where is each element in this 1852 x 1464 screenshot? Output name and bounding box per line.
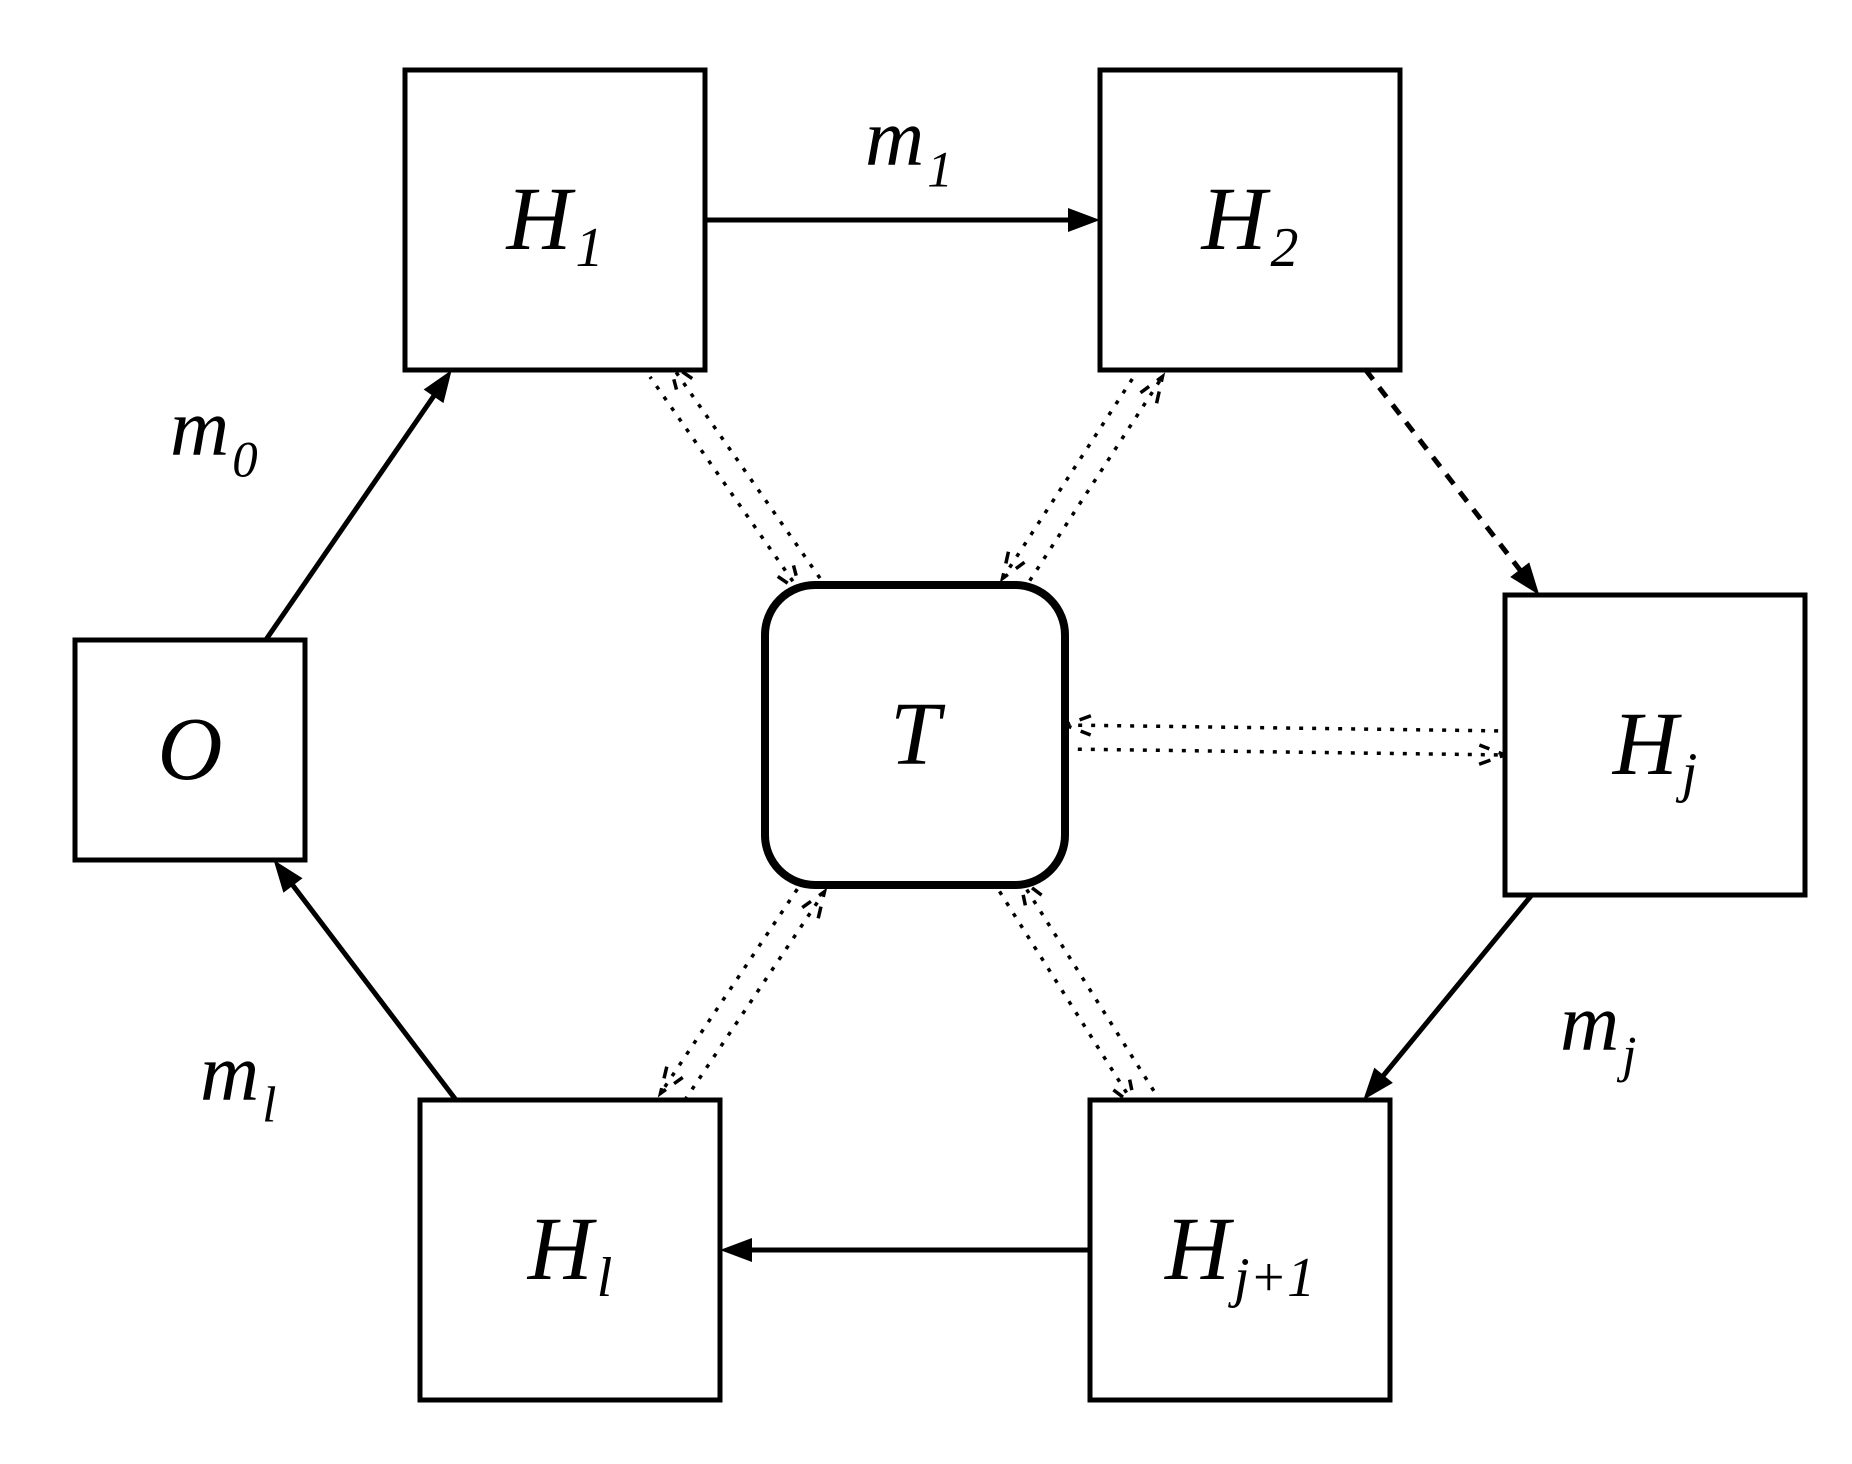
edge-label-Hl-O: ml — [200, 1027, 276, 1132]
edge-label-Hj-Hj1: mj — [1560, 977, 1636, 1082]
node-label-base: O — [158, 700, 223, 799]
node-label-sub: 2 — [1271, 217, 1299, 279]
node-label-base: H — [506, 170, 577, 269]
edge-H2-Hj — [1366, 370, 1529, 581]
spoke-H2-a — [1023, 377, 1163, 592]
spoke-Hl-b — [680, 892, 824, 1107]
node-label-sub: 1 — [576, 217, 604, 279]
node-label-sub: l — [597, 1247, 613, 1309]
spoke-H2-b — [1003, 363, 1143, 578]
edge-Hj-Hj1 — [1374, 895, 1531, 1086]
node-label-O: O — [158, 700, 223, 799]
node-label-base: H — [1201, 170, 1272, 269]
node-label-base: H — [527, 1200, 598, 1299]
node-label-T: T — [890, 685, 946, 784]
node-label-sub: j+1 — [1228, 1247, 1315, 1309]
node-label-base: H — [1612, 695, 1683, 794]
node-label-base: T — [890, 685, 946, 784]
spoke-H1-a — [670, 363, 820, 578]
spoke-Hj1-b — [1020, 879, 1156, 1094]
spoke-Hj1-a — [1000, 891, 1136, 1106]
edge-O-H1 — [266, 384, 442, 640]
spoke-Hj-a — [1065, 749, 1505, 755]
edge-label-H1-H2: m1 — [865, 92, 953, 197]
edge-label-O-H1: m0 — [170, 382, 258, 487]
spoke-Hl-a — [661, 878, 805, 1093]
node-label-base: H — [1164, 1200, 1235, 1299]
spoke-H1-b — [650, 377, 800, 592]
edge-Hl-O — [284, 874, 456, 1100]
spoke-Hj-b — [1065, 725, 1505, 731]
